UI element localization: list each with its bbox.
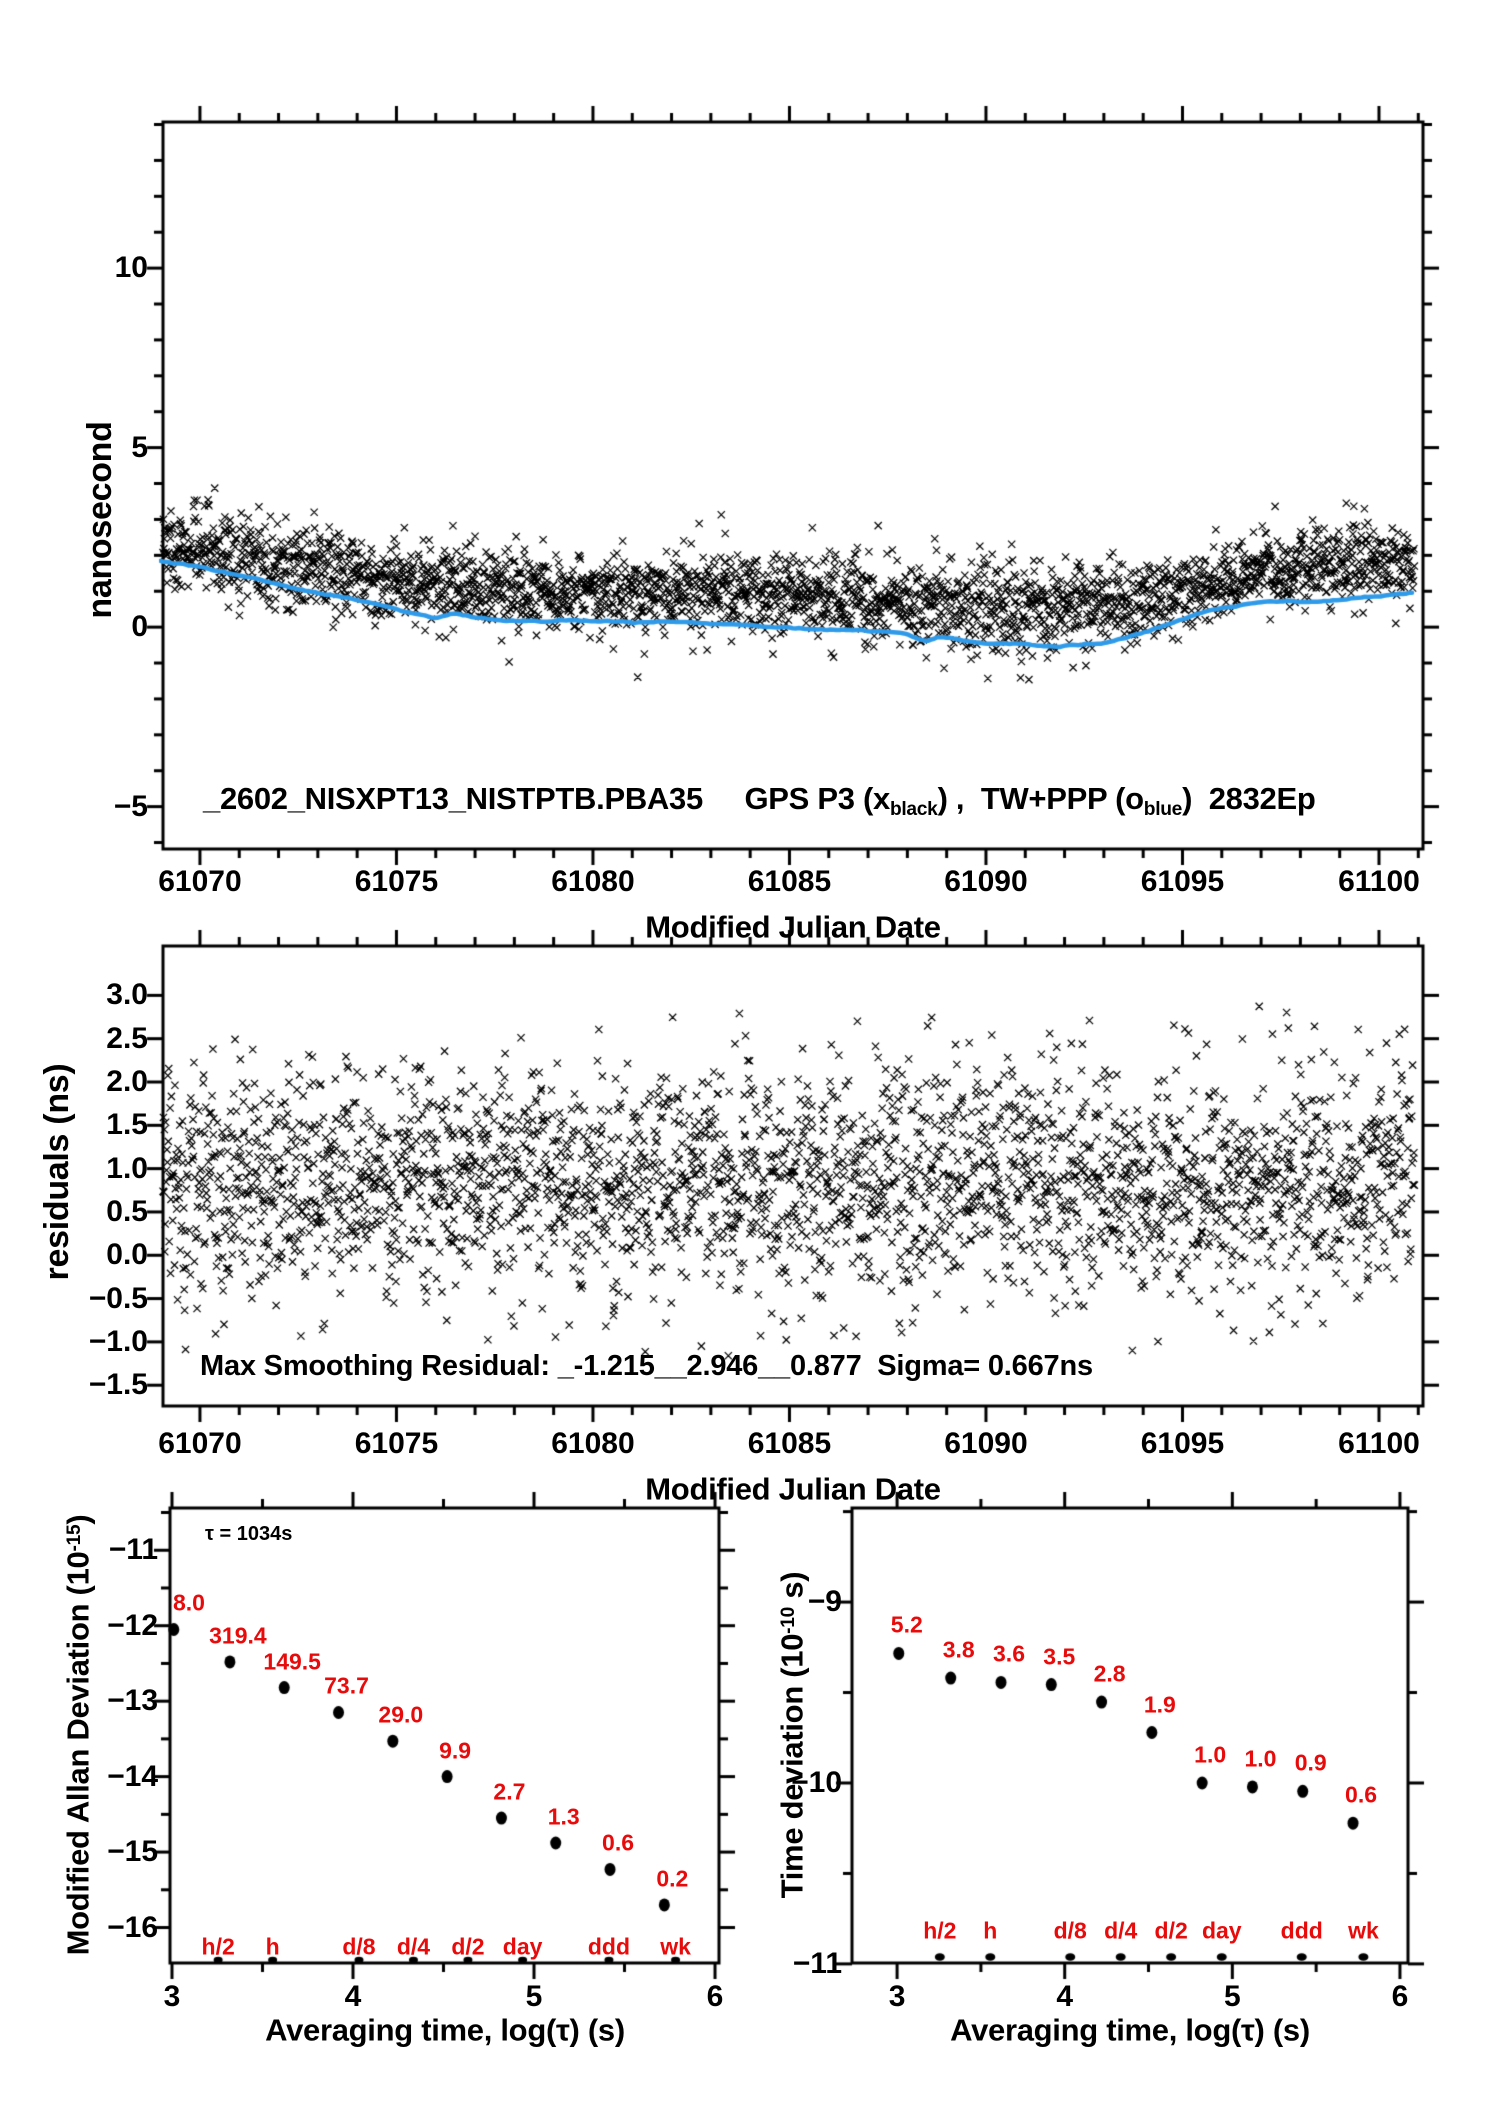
- p2-x-tick-label: 61095: [1140, 1427, 1225, 1460]
- p2-y-tick-label: 1.0: [106, 1151, 148, 1185]
- p4-y-tick-label: −9: [807, 1585, 842, 1619]
- p4-x-axis-label: Averaging time, log(τ) (s): [950, 2012, 1310, 2048]
- p4-time-mark-label: day: [1201, 1917, 1242, 1944]
- p4-value-label: 1.0: [1194, 1741, 1227, 1768]
- p3-y-tick-label: −11: [108, 1533, 158, 1567]
- p4-value-label: 2.8: [1093, 1660, 1126, 1687]
- p3-x-tick-label: 4: [344, 1980, 362, 2013]
- p3-value-label: 319.4: [209, 1622, 267, 1649]
- p4-value-label: 0.6: [1345, 1781, 1378, 1808]
- p3-y-tick-label: −16: [107, 1910, 158, 1944]
- p2-y-tick-label: 0.0: [106, 1238, 148, 1272]
- p3-y-tick-label: −13: [107, 1684, 158, 1718]
- p3-y-tick-label: −12: [107, 1608, 158, 1642]
- p1-x-tick-label: 61095: [1140, 865, 1225, 898]
- p4-time-mark-label: ddd: [1280, 1917, 1323, 1944]
- p3-value-label: 149.5: [263, 1648, 321, 1675]
- p3-y-axis-exponent: -15: [63, 1524, 85, 1552]
- p4-value-label: 3.6: [993, 1640, 1025, 1667]
- p1-x-tick-label: 61080: [551, 865, 635, 898]
- p4-time-mark-label: d/8: [1053, 1917, 1087, 1944]
- p3-time-mark-label: wk: [660, 1933, 691, 1960]
- p1-y-tick-label: 5: [131, 430, 148, 464]
- p4-value-label: 1.9: [1143, 1691, 1176, 1717]
- p2-x-tick-label: 61075: [354, 1427, 439, 1460]
- p3-x-tick-label: 6: [706, 1980, 724, 2013]
- p3-time-mark-label: d/8: [342, 1933, 376, 1960]
- p3-time-mark-label: day: [502, 1933, 543, 1960]
- p2-x-tick-label: 61070: [158, 1427, 242, 1460]
- p3-value-label: 73.7: [324, 1672, 369, 1699]
- p3-value-label: 9.9: [439, 1737, 472, 1764]
- p2-x-tick-label: 61085: [747, 1427, 832, 1460]
- p4-x-tick-label: 3: [888, 1980, 906, 2013]
- p3-value-label: 1.3: [547, 1803, 580, 1830]
- p3-y-axis-label: Modified Allan Deviation (10-15): [60, 1514, 96, 1956]
- p1-x-tick-label: 61070: [158, 865, 242, 898]
- p4-y-tick-label: −10: [791, 1765, 842, 1799]
- p4-value-label: 3.8: [942, 1636, 975, 1663]
- p1-y-tick-label: 10: [114, 251, 148, 285]
- p2-y-tick-label: 2.5: [106, 1021, 148, 1055]
- p4-time-mark-label: d/2: [1154, 1917, 1188, 1944]
- p4-y-axis-exponent: -10: [777, 1606, 799, 1634]
- p4-value-label: 3.5: [1043, 1643, 1076, 1670]
- p3-y-tick-label: −14: [107, 1759, 158, 1793]
- p2-x-tick-label: 61100: [1338, 1427, 1420, 1460]
- p3-x-tick-label: 5: [525, 1980, 543, 2013]
- p2-y-tick-label: 2.0: [106, 1065, 148, 1098]
- p4-x-tick-label: 6: [1391, 1980, 1409, 2013]
- p2-y-tick-label: −0.5: [88, 1281, 148, 1315]
- p1-x-tick-label: 61075: [354, 865, 439, 898]
- p4-x-tick-label: 5: [1223, 1980, 1241, 2013]
- p2-y-tick-label: 1.5: [106, 1108, 148, 1142]
- p2-residual-annotation: Max Smoothing Residual: _-1.215__2.946__…: [200, 1350, 1093, 1382]
- p1-title: _2602_NISXPT13_NISTPTB.PBA35 GPS P3 (xbl…: [203, 781, 1316, 820]
- p2-y-tick-label: −1.5: [88, 1368, 148, 1402]
- p1-x-tick-label: 61085: [747, 865, 832, 898]
- p2-x-tick-label: 61090: [944, 1427, 1028, 1460]
- p4-time-mark-label: wk: [1348, 1917, 1379, 1944]
- p1-title-sub-blue: blue: [1143, 798, 1183, 820]
- p2-y-tick-label: 3.0: [106, 978, 148, 1012]
- p4-y-axis-label: Time deviation (10-10 s): [774, 1571, 810, 1899]
- p1-title-sub-black: black: [889, 798, 938, 820]
- p3-value-label: 29.0: [378, 1701, 424, 1728]
- p4-value-label: 5.2: [890, 1611, 923, 1638]
- p3-value-label: 0.6: [602, 1829, 635, 1856]
- p-value-label: 8.0: [173, 1589, 205, 1616]
- p4-x-tick-label: 4: [1056, 1980, 1074, 2013]
- p1-y-tick-label: −5: [113, 789, 148, 823]
- p3-value-label: 2.7: [493, 1778, 526, 1805]
- p4-time-mark-label: d/4: [1104, 1917, 1138, 1944]
- p1-x-tick-label: 61090: [944, 865, 1028, 898]
- p1-x-axis-label: Modified Julian Date: [645, 909, 941, 945]
- p2-y-axis-label: residuals (ns): [38, 1063, 76, 1281]
- p3-time-mark-label: ddd: [587, 1933, 631, 1960]
- p4-time-mark-label: h/2: [923, 1917, 957, 1944]
- p3-x-axis-label: Averaging time, log(τ) (s): [265, 2012, 625, 2048]
- p3-value-label: 0.2: [656, 1865, 689, 1892]
- p3-time-mark-label: d/2: [451, 1933, 485, 1960]
- p1-y-axis-label: nanosecond: [81, 421, 119, 619]
- p4-value-label: 0.9: [1294, 1749, 1327, 1776]
- p2-y-tick-label: −1.0: [88, 1324, 148, 1358]
- p4-y-tick-label: −11: [792, 1946, 842, 1980]
- p3-time-mark-label: d/4: [396, 1933, 431, 1960]
- p3-time-mark-label: h/2: [201, 1933, 235, 1960]
- p3-x-tick-label: 3: [163, 1980, 181, 2013]
- p2-x-tick-label: 61080: [551, 1427, 635, 1460]
- p2-x-axis-label: Modified Julian Date: [645, 1471, 941, 1507]
- p3-y-tick-label: −15: [107, 1835, 158, 1869]
- p1-x-tick-label: 61100: [1338, 865, 1420, 898]
- p4-time-mark-label: h: [983, 1917, 998, 1944]
- p4-value-label: 1.0: [1244, 1745, 1277, 1772]
- p3-tau-annotation: τ = 1034s: [205, 1523, 293, 1545]
- p1-y-tick-label: 0: [131, 610, 148, 644]
- p2-y-tick-label: 0.5: [106, 1194, 148, 1228]
- p3-time-mark-label: h: [265, 1933, 280, 1960]
